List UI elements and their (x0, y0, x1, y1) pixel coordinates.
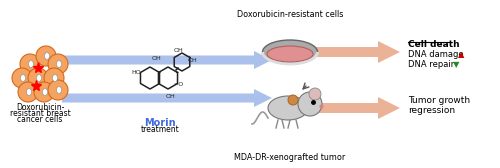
Ellipse shape (20, 74, 25, 81)
Ellipse shape (267, 46, 313, 62)
Circle shape (44, 68, 64, 88)
Ellipse shape (52, 74, 58, 81)
Ellipse shape (56, 87, 62, 94)
Text: regression: regression (408, 106, 455, 115)
Text: DNA damage: DNA damage (408, 50, 464, 59)
Ellipse shape (36, 74, 42, 81)
Text: treatment: treatment (140, 125, 179, 134)
Ellipse shape (26, 89, 32, 95)
Ellipse shape (28, 60, 34, 68)
Circle shape (34, 82, 54, 102)
Circle shape (309, 88, 321, 100)
Polygon shape (315, 41, 400, 63)
Ellipse shape (268, 96, 308, 120)
Text: cancer cells: cancer cells (18, 115, 62, 124)
Polygon shape (62, 51, 272, 69)
Circle shape (20, 54, 40, 74)
Text: Doxorubicin-: Doxorubicin- (16, 103, 64, 112)
Text: OH: OH (151, 55, 161, 60)
Ellipse shape (44, 52, 50, 59)
Text: resistant breast: resistant breast (10, 109, 70, 118)
Text: ▼: ▼ (453, 60, 460, 69)
Text: Cell death: Cell death (408, 40, 460, 49)
Text: OH: OH (173, 48, 183, 52)
Text: ▲: ▲ (458, 50, 464, 59)
Text: OH: OH (187, 57, 197, 62)
Text: DNA repair: DNA repair (408, 60, 454, 69)
Text: Doxorubicin-resistant cells: Doxorubicin-resistant cells (237, 10, 343, 19)
Circle shape (298, 92, 322, 116)
Text: =O: =O (173, 81, 183, 87)
Circle shape (36, 46, 56, 66)
Circle shape (28, 68, 48, 88)
Text: Tumor growth: Tumor growth (408, 96, 470, 105)
Ellipse shape (262, 40, 318, 64)
Polygon shape (62, 89, 272, 107)
Circle shape (288, 95, 298, 105)
Text: HO: HO (131, 70, 141, 74)
Circle shape (18, 82, 38, 102)
Polygon shape (315, 97, 400, 119)
Text: Morin: Morin (144, 118, 176, 128)
Ellipse shape (56, 60, 62, 68)
Text: OH: OH (165, 94, 175, 98)
Circle shape (12, 68, 32, 88)
Ellipse shape (42, 89, 48, 95)
Circle shape (48, 54, 68, 74)
Circle shape (48, 80, 68, 100)
Text: MDA-DR-xenografted tumor: MDA-DR-xenografted tumor (234, 153, 346, 162)
